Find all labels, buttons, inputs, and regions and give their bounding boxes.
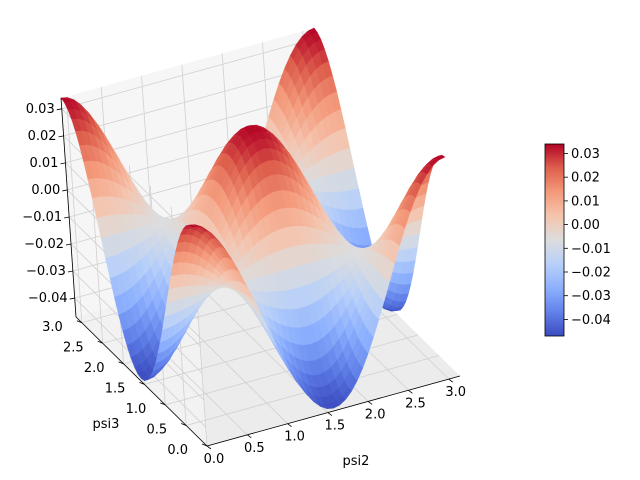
x-tick <box>448 378 453 383</box>
z-tick <box>64 216 70 219</box>
z-tick <box>65 243 72 246</box>
y-tick <box>76 320 82 324</box>
colorbar: 0.03 0.02 0.01 0.00 −0.01 −0.02 −0.03 −0.04 <box>544 143 611 337</box>
surface-facet <box>435 154 446 161</box>
z-axis: −0.04 −0.03 −0.02 −0.01 0.00 0.01 0.02 0.03 <box>22 97 77 318</box>
left-wall-gridline <box>66 103 83 323</box>
y-axis-label: psi3 <box>93 417 120 432</box>
colorbar-tick-label: 0.00 <box>571 218 600 233</box>
colorbar-tick-label: −0.03 <box>571 289 611 304</box>
x-tick-label: 2.5 <box>405 396 426 411</box>
colorbar-tick-label: 0.01 <box>571 194 600 209</box>
z-tick-label: 0.02 <box>28 129 57 144</box>
z-tick <box>69 297 75 300</box>
y-axis: 0.00.5 1.01.52.02.53.0 psi3 <box>42 316 208 458</box>
y-tick-label: 3.0 <box>42 320 63 335</box>
z-axis-line <box>60 97 77 318</box>
x-tick <box>408 389 413 394</box>
y-tick <box>201 443 208 447</box>
x-tick-label: 1.5 <box>325 419 346 434</box>
y-tick-label: 2.0 <box>84 361 105 376</box>
z-tick <box>58 135 64 138</box>
x-tick <box>367 401 373 405</box>
y-tick <box>97 340 103 344</box>
z-tick <box>60 162 66 165</box>
x-tick-label: 0.5 <box>244 441 265 456</box>
y-tick-label: 1.0 <box>126 402 147 417</box>
x-tick <box>327 412 333 416</box>
colorbar-tick-label: 0.03 <box>571 147 600 162</box>
colorbar-tick-label: −0.04 <box>571 313 611 328</box>
z-tick <box>67 270 73 273</box>
y-tick-label: 0.0 <box>167 443 188 458</box>
x-tick <box>206 445 212 450</box>
colorbar-tick-label: −0.02 <box>571 266 611 281</box>
y-tick <box>118 361 124 365</box>
x-tick <box>247 434 252 439</box>
x-axis: 0.0 0.5 1.0 1.5 2.0 2.5 3.0 psi2 <box>204 375 466 469</box>
colorbar-tick-label: 0.02 <box>571 171 600 186</box>
y-axis-line <box>75 316 208 447</box>
colorbar-bar <box>544 143 565 337</box>
back-wall-gridline <box>63 65 317 137</box>
y-tick <box>180 423 187 426</box>
x-tick-label: 2.0 <box>365 407 386 422</box>
z-tick <box>56 108 62 111</box>
z-tick <box>62 189 68 192</box>
y-tick-label: 2.5 <box>63 340 84 355</box>
z-tick-label: −0.01 <box>22 210 62 225</box>
x-axis-label: psi2 <box>343 454 370 469</box>
x-tick-label: 0.0 <box>204 452 225 467</box>
z-tick-label: −0.03 <box>26 264 66 279</box>
surface-plot <box>60 27 446 410</box>
x-tick-label: 3.0 <box>445 385 466 400</box>
z-tick-label: −0.02 <box>24 237 64 252</box>
colorbar-tick-label: −0.01 <box>571 242 611 257</box>
z-tick-label: 0.00 <box>31 183 60 198</box>
z-tick-label: 0.01 <box>29 156 58 171</box>
x-tick-label: 1.0 <box>284 430 305 445</box>
y-tick-label: 0.5 <box>146 422 167 437</box>
x-axis-line <box>206 375 461 447</box>
back-wall-gridline <box>61 38 315 110</box>
x-tick <box>287 423 292 428</box>
z-tick-label: −0.04 <box>28 291 68 306</box>
y-tick <box>160 402 166 406</box>
y-tick-label: 1.5 <box>105 381 126 396</box>
y-tick <box>139 382 145 385</box>
z-tick-label: 0.03 <box>26 102 55 117</box>
